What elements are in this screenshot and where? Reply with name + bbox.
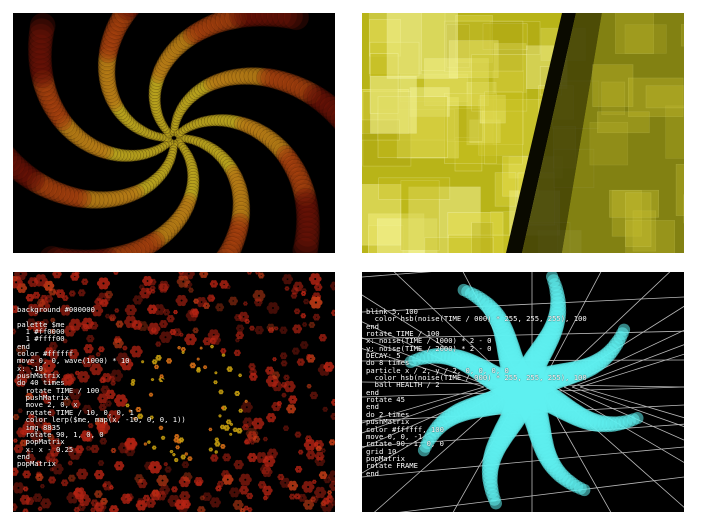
code-line: move 0, 0, -1 [366, 431, 423, 441]
code-line: end [366, 387, 379, 397]
code-line: rotate TIME / 100 [17, 385, 100, 395]
orange-starfish-spiral-panel [13, 13, 335, 253]
center-star-hole [151, 368, 219, 436]
code-line: y: noise(TIME / 2000) * 2 - 0 [366, 343, 492, 353]
code-line: color #ffffff [17, 349, 74, 359]
code-line: color hsb(noise(TIME / 000) * 255, 255, … [366, 373, 587, 383]
code-line: particle x / 2, y / 2, 0, 0, 0, 0 [366, 365, 509, 375]
spiral-arms [13, 13, 335, 253]
code-line: x: noise(TIME / 1000) * 2 - 0 [366, 336, 492, 346]
cyan-starfish-grid-panel: blink 5, 100 color hsb(noise(TIME / 000)… [362, 272, 684, 512]
starfish-render [362, 272, 684, 512]
code-line: color hsb(noise(TIME / 000) * 255, 255, … [366, 314, 587, 324]
code-line: rotate TIME / 100 [366, 329, 440, 339]
code-line: rotate TIME / 10, 0, 0, 1 [17, 407, 134, 417]
code-line: color lerp($me, map(x, -10, 0, 0, 1)) [17, 415, 186, 425]
code-line: pushMatrix [17, 371, 61, 381]
code-line: color #ffffff, 100 [366, 424, 444, 434]
code-line: end [366, 402, 379, 412]
code-line: do 8 times [366, 358, 410, 368]
yellow-cubes-panel [362, 13, 684, 253]
code-line: DECAY: 5 [366, 351, 401, 361]
code-line: img 8835 [17, 422, 61, 432]
code-line: ball HEALTH / 2 [366, 380, 440, 390]
code-line: move 2, 0, x [17, 400, 78, 410]
code-line: x: -10 [17, 363, 43, 373]
code-line: pushMatrix [366, 417, 410, 427]
code-line: do 40 times [17, 378, 65, 388]
code-line: do 2 times [366, 409, 410, 419]
code-line: popMatrix [366, 453, 405, 463]
code-line: background #000000 [17, 305, 95, 314]
dark-gap [506, 13, 576, 253]
red-flower-particles-panel: background #000000 palette $me 1 #ff0000… [13, 272, 335, 512]
code-line: move 0, 0, wave(1000) * 10 [17, 356, 130, 366]
code-line: popMatrix [17, 459, 56, 469]
code-line: end [17, 451, 30, 461]
code-line: popMatrix [17, 437, 65, 447]
code-line: pushMatrix [17, 393, 69, 403]
code-line: rotate 45 [366, 395, 405, 405]
code-line: palette $me [17, 319, 65, 329]
cubes-render [362, 13, 684, 253]
code-line: rotate 90, 1, 0, 0 [17, 429, 104, 439]
spiral-render [13, 13, 335, 253]
code-line: grid 10 [366, 446, 397, 456]
code-line: rotate 90, 1, 0, 0 [366, 439, 444, 449]
cyan-starfish [404, 272, 644, 510]
code-listing: background #000000 palette $me 1 #ff0000… [17, 306, 186, 468]
code-line: 1 #ff0000 [17, 327, 65, 337]
code-line: end [366, 468, 379, 478]
flower-particles [13, 272, 335, 512]
flowers-render [13, 272, 335, 512]
code-line: x: x - 0.25 [17, 444, 74, 454]
code-line: rotate FRAME [366, 461, 418, 471]
code-line: end [366, 321, 379, 331]
code-line: 1 #ffff00 [17, 334, 65, 344]
code-listing: blink 5, 100 color hsb(noise(TIME / 000)… [366, 308, 587, 477]
code-line: end [17, 341, 30, 351]
code-line: blink 5, 100 [366, 307, 418, 316]
